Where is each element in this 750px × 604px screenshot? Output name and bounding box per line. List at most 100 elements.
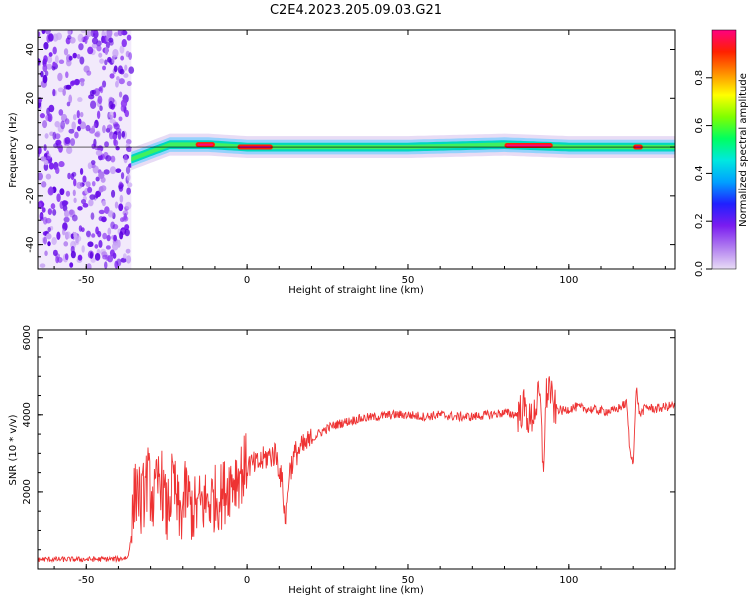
noise-blob bbox=[42, 74, 48, 84]
noise-blob bbox=[125, 166, 131, 175]
noise-blob bbox=[57, 72, 63, 82]
noise-blob bbox=[100, 153, 105, 161]
noise-blob bbox=[86, 70, 92, 76]
noise-blob bbox=[38, 172, 44, 181]
noise-blob bbox=[98, 240, 103, 248]
noise-blob bbox=[113, 32, 119, 37]
noise-blob bbox=[70, 80, 75, 87]
y-tick-label: 20 bbox=[25, 92, 36, 105]
noise-blob bbox=[102, 80, 107, 88]
colorbar-tick-label: 0.0 bbox=[694, 261, 705, 277]
noise-blob bbox=[64, 253, 69, 261]
noise-blob bbox=[97, 95, 103, 105]
noise-blob bbox=[66, 59, 72, 67]
noise-blob bbox=[43, 159, 49, 166]
noise-blob bbox=[119, 194, 124, 203]
noise-blob bbox=[96, 45, 102, 52]
noise-blob bbox=[113, 65, 118, 73]
noise-blob bbox=[119, 45, 125, 54]
noise-blob bbox=[62, 88, 66, 96]
noise-blob bbox=[61, 200, 68, 207]
noise-blob bbox=[94, 252, 101, 261]
noise-blob bbox=[118, 116, 123, 122]
noise-blob bbox=[40, 216, 44, 221]
noise-blob bbox=[53, 143, 59, 149]
noise-blob bbox=[91, 30, 98, 34]
noise-blob bbox=[68, 94, 73, 104]
noise-blob bbox=[43, 55, 48, 63]
noise-blob bbox=[76, 54, 81, 60]
noise-blob bbox=[126, 146, 133, 152]
noise-blob bbox=[106, 234, 111, 242]
noise-blob bbox=[115, 168, 122, 173]
y-tick-label: -20 bbox=[25, 188, 36, 204]
noise-blob bbox=[84, 35, 88, 45]
noise-blob bbox=[123, 212, 128, 221]
noise-blob bbox=[41, 30, 46, 35]
y-tick-label: 2000 bbox=[22, 479, 33, 504]
noise-blob bbox=[121, 39, 127, 48]
noise-blob bbox=[87, 186, 93, 193]
noise-blob bbox=[47, 241, 51, 247]
x-tick-label: -50 bbox=[78, 575, 94, 586]
noise-blob bbox=[124, 109, 130, 118]
colorbar-gradient bbox=[711, 29, 737, 270]
noise-blob bbox=[80, 30, 87, 34]
ridge-peak-core bbox=[506, 144, 551, 147]
noise-blob bbox=[78, 225, 83, 232]
spectrogram-frame bbox=[37, 29, 676, 270]
colorbar-ticks: 0.0 0.2 0.4 0.6 0.8 bbox=[694, 70, 712, 277]
noise-blob bbox=[97, 230, 102, 238]
noise-blob bbox=[62, 204, 68, 212]
noise-blob bbox=[72, 52, 78, 59]
colorbar-tick-label: 0.6 bbox=[694, 118, 705, 134]
y-tick-label: 6000 bbox=[22, 325, 33, 350]
noise-blob bbox=[114, 201, 119, 209]
noise-blob bbox=[82, 175, 87, 183]
noise-blob bbox=[58, 144, 63, 153]
noise-blob bbox=[102, 200, 106, 207]
noise-blob bbox=[78, 43, 84, 51]
noise-blob bbox=[113, 139, 119, 147]
noise-blob bbox=[89, 251, 94, 259]
noise-blob bbox=[104, 261, 108, 269]
noise-blob bbox=[105, 155, 112, 162]
noise-blob bbox=[71, 171, 77, 177]
noise-blob bbox=[71, 214, 78, 222]
noise-blob bbox=[102, 65, 106, 71]
noise-blob bbox=[118, 203, 124, 212]
noise-blob bbox=[120, 55, 125, 61]
noise-blob bbox=[124, 224, 130, 231]
noise-blob bbox=[72, 189, 76, 197]
noise-blob bbox=[52, 249, 58, 257]
noise-blob bbox=[69, 262, 74, 268]
noise-blob bbox=[122, 253, 127, 260]
noise-blob bbox=[118, 78, 125, 85]
noise-blob bbox=[124, 64, 128, 71]
noise-blob bbox=[57, 87, 64, 93]
x-tick-label: 0 bbox=[244, 575, 250, 586]
spectrogram-axes: -50 0 50 100 -40 -20 0 20 40 bbox=[25, 30, 675, 286]
noise-blob bbox=[93, 88, 100, 97]
noise-blob bbox=[54, 120, 60, 128]
noise-blob bbox=[91, 37, 99, 45]
noise-blob bbox=[70, 138, 76, 146]
noise-blob bbox=[127, 182, 133, 188]
noise-blob bbox=[111, 189, 116, 198]
noise-blob bbox=[90, 212, 95, 220]
noise-blob bbox=[77, 206, 83, 211]
noise-blob bbox=[111, 55, 116, 64]
noise-blob bbox=[115, 145, 120, 151]
noise-blob bbox=[79, 121, 87, 130]
noise-blob bbox=[73, 197, 77, 204]
noise-blob bbox=[124, 228, 130, 237]
colorbar-tick-label: 0.4 bbox=[694, 165, 705, 181]
x-tick-label: 100 bbox=[559, 575, 578, 586]
noise-blob bbox=[80, 198, 87, 205]
colorbar: 0.0 0.2 0.4 0.6 0.8 Normalized spectral ampl… bbox=[694, 29, 749, 277]
noise-blob bbox=[85, 181, 91, 188]
noise-blob bbox=[94, 244, 99, 249]
noise-blob bbox=[105, 245, 111, 250]
noise-blob bbox=[117, 130, 122, 140]
